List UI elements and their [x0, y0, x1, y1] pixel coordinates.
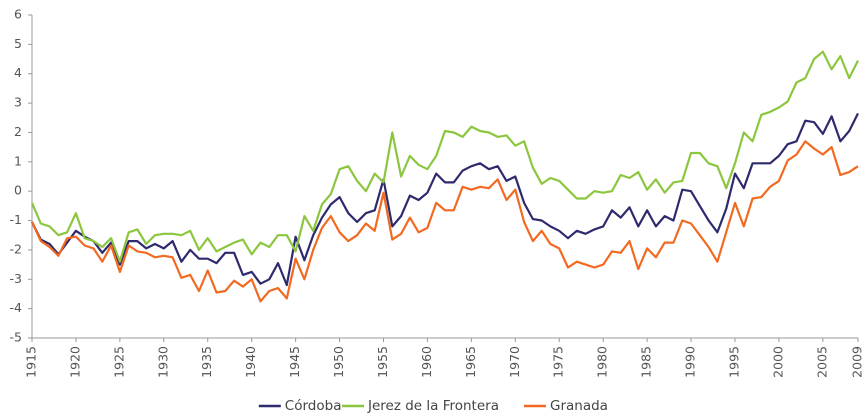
x-tick-label: 1990: [683, 346, 698, 378]
y-tick-label: -4: [10, 300, 23, 315]
y-tick-label: 3: [14, 95, 22, 110]
y-tick-label: -2: [10, 241, 22, 256]
y-tick-label: -1: [10, 212, 22, 227]
legend-label: Jerez de la Frontera: [367, 398, 499, 414]
y-tick-label: 0: [14, 183, 22, 198]
y-tick-label: 5: [14, 36, 22, 51]
x-tick-label: 1930: [155, 346, 170, 378]
line-series: [31, 112, 859, 287]
legend-label: Córdoba: [285, 398, 342, 414]
y-tick-label: 2: [14, 124, 22, 139]
x-tick-label: 1955: [375, 346, 390, 378]
x-tick-label: 1935: [199, 346, 214, 378]
y-tick-label: 1: [14, 153, 22, 168]
x-tick-label: 1975: [551, 346, 566, 378]
y-tick-label: -3: [10, 271, 22, 286]
x-tick-label: 2009: [850, 346, 865, 378]
line-series: [30, 50, 859, 263]
x-tick-label: 1985: [639, 346, 654, 378]
x-tick-label: 1965: [463, 346, 478, 378]
x-tick-label: 1940: [243, 346, 258, 378]
x-tick-label: 1915: [24, 346, 39, 378]
legend-label: Granada: [550, 398, 608, 414]
y-tick-label: 6: [14, 7, 22, 22]
x-tick-label: 1970: [507, 346, 522, 378]
x-tick-label: 1980: [595, 346, 610, 378]
line-series: [31, 140, 859, 303]
x-tick-label: 1925: [111, 346, 126, 378]
y-tick-label: 4: [14, 65, 22, 80]
x-tick-label: 2000: [770, 346, 785, 378]
x-tick-label: 2005: [814, 346, 829, 378]
x-tick-label: 1945: [287, 346, 302, 378]
x-tick-label: 1950: [331, 346, 346, 378]
x-tick-label: 1920: [67, 346, 82, 378]
y-tick-label: -5: [10, 330, 22, 345]
x-tick-label: 1995: [726, 346, 741, 378]
x-tick-label: 1960: [419, 346, 434, 378]
